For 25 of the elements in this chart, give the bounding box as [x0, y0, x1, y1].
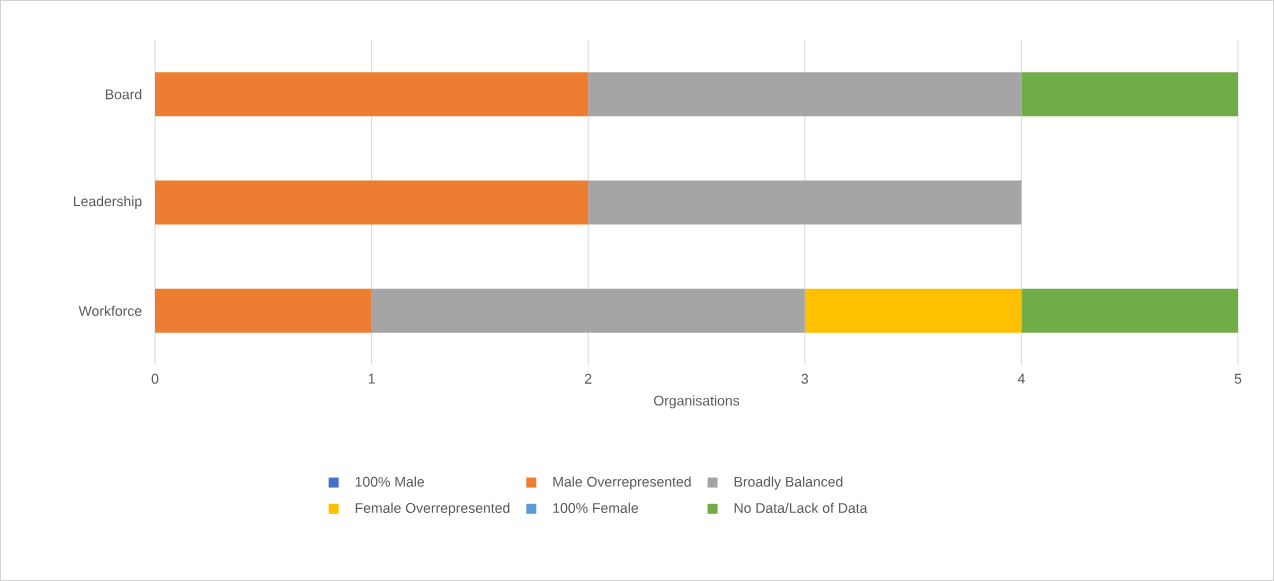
- legend-label: No Data/Lack of Data: [734, 502, 868, 513]
- x-tick-label: 0: [151, 373, 159, 384]
- bar: [588, 72, 1022, 117]
- legend-label: 100% Female: [553, 502, 639, 513]
- y-tick-label: Board: [105, 89, 142, 100]
- x-tick-label: 5: [1234, 373, 1242, 384]
- y-tick-label: Leadership: [74, 195, 142, 210]
- bar: [804, 288, 1022, 333]
- legend-label: Female Overrepresented: [355, 502, 510, 516]
- x-tick-label: 4: [1017, 373, 1025, 384]
- legend-label: Male Overrepresented: [553, 476, 691, 490]
- bar: [1021, 72, 1239, 117]
- legend-label: 100% Male: [355, 476, 425, 487]
- x-axis-title: Organisations: [653, 395, 740, 409]
- x-tick-label: 2: [585, 373, 592, 384]
- bar: [588, 180, 1022, 225]
- bar: [155, 180, 589, 225]
- bar: [371, 288, 805, 333]
- legend-label: Broadly Balanced: [734, 476, 843, 490]
- x-tick-label: 3: [801, 373, 809, 384]
- bar: [155, 288, 372, 333]
- x-tick-label: 1: [368, 373, 375, 384]
- bar: [155, 72, 589, 117]
- y-tick-label: Workforce: [78, 305, 142, 316]
- bar: [1021, 288, 1239, 333]
